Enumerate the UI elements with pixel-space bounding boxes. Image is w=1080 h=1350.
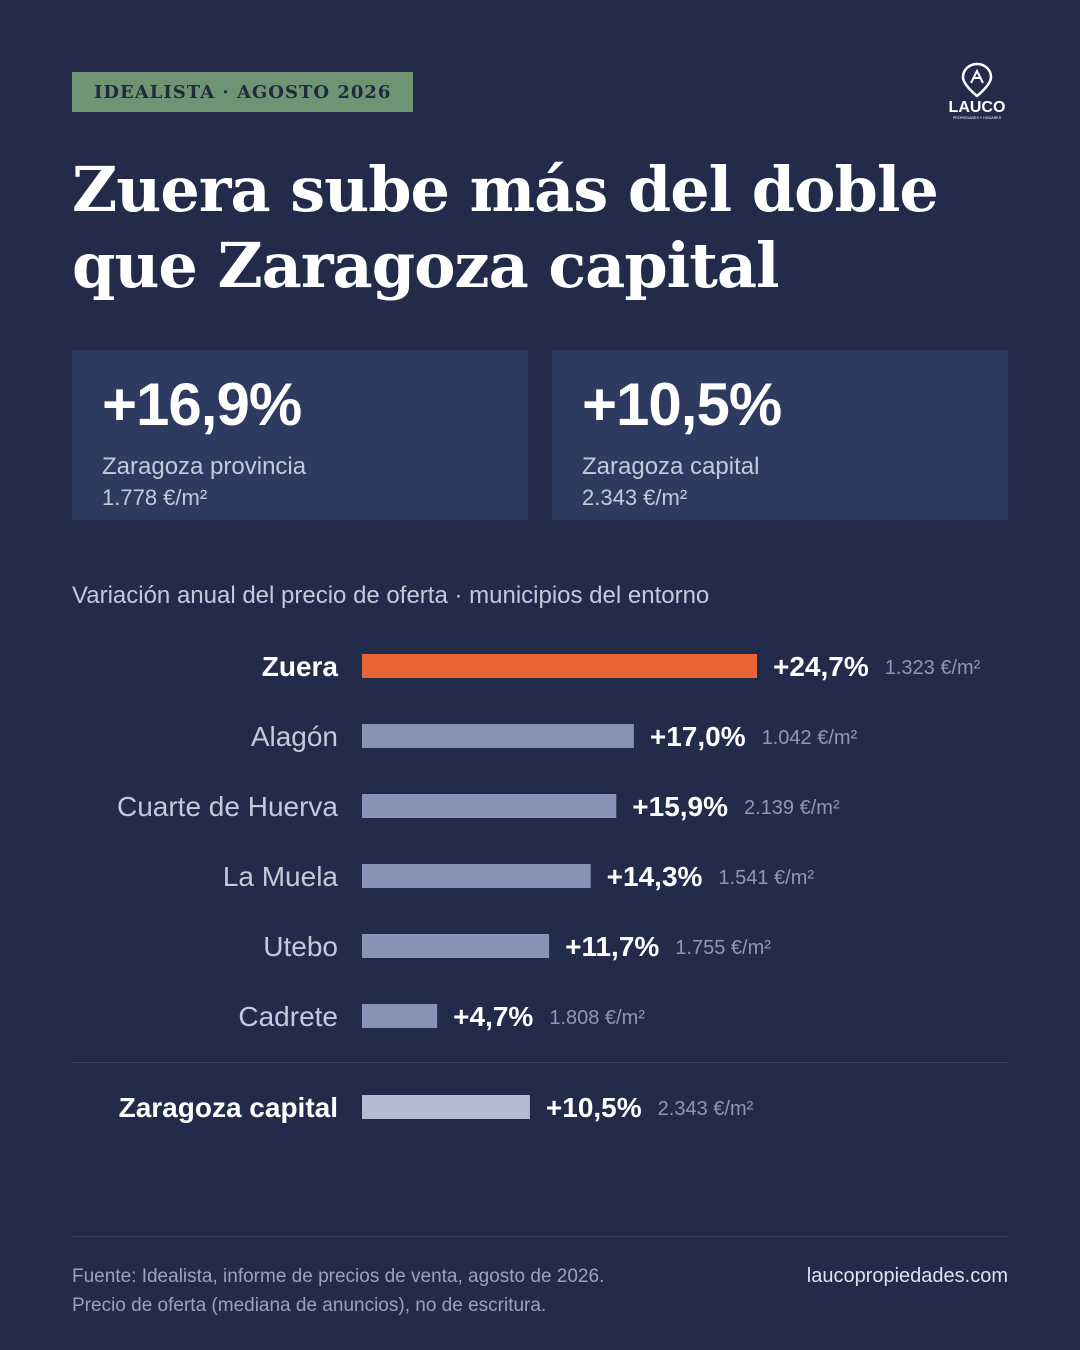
website-link[interactable]: laucopropiedades.com xyxy=(806,1265,1008,1287)
category-label: Zuera xyxy=(262,651,339,682)
source-text: Fuente: Idealista, informe de precios de… xyxy=(72,1266,605,1287)
category-label: La Muela xyxy=(223,861,339,892)
stat-price: 2.343 €/m² xyxy=(582,485,688,510)
price-label: 1.323 €/m² xyxy=(885,657,981,679)
lauco-logo: LAUCO PROPIEDADES Y HOGARES xyxy=(949,62,1006,120)
bar xyxy=(362,1004,438,1028)
bar xyxy=(362,1095,530,1119)
stat-price: 1.778 €/m² xyxy=(102,485,208,510)
bar xyxy=(362,864,591,888)
price-label: 1.541 €/m² xyxy=(718,867,814,889)
stat-value: +10,5% xyxy=(582,371,782,438)
price-label: 1.755 €/m² xyxy=(675,937,771,959)
value-label: +14,3% xyxy=(607,861,703,892)
value-label: +17,0% xyxy=(650,721,746,752)
stat-label: Zaragoza capital xyxy=(582,453,760,480)
bar xyxy=(362,654,757,678)
stat-value: +16,9% xyxy=(102,371,302,438)
price-label: 2.139 €/m² xyxy=(744,797,840,819)
price-label: 2.343 €/m² xyxy=(658,1098,754,1120)
bar xyxy=(362,934,550,958)
category-label: Alagón xyxy=(251,721,338,752)
value-label: +24,7% xyxy=(773,651,869,682)
logo-subtitle: PROPIEDADES Y HOGARES xyxy=(953,116,1002,120)
price-label: 1.042 €/m² xyxy=(762,727,858,749)
bar xyxy=(362,794,617,818)
chart-subtitle: Variación anual del precio de oferta · m… xyxy=(72,582,710,609)
value-label: +10,5% xyxy=(546,1092,642,1123)
footer-source: Fuente: Idealista, informe de precios de… xyxy=(72,1262,604,1320)
value-label: +11,7% xyxy=(565,931,659,962)
title-line-2: que Zaragoza capital xyxy=(72,229,780,302)
location-pin-icon xyxy=(961,62,993,98)
category-label: Zaragoza capital xyxy=(119,1092,338,1123)
divider-footer xyxy=(72,1236,1008,1237)
bar-chart: Zuera +24,7% 1.323 €/m² Alagón +17,0% 1.042 €… xyxy=(117,651,981,1123)
value-label: +15,9% xyxy=(632,791,728,822)
divider-chart xyxy=(72,1062,1008,1063)
title-line-1: Zuera sube más del doble xyxy=(72,153,939,226)
stat-card-provincia: +16,9% Zaragoza provincia 1.778 €/m² xyxy=(72,350,528,520)
stat-card-capital: +10,5% Zaragoza capital 2.343 €/m² xyxy=(552,350,1008,520)
source-tag: IDEALISTA · AGOSTO 2026 xyxy=(72,72,414,112)
category-label: Utebo xyxy=(263,931,338,962)
value-label: +4,7% xyxy=(453,1001,533,1032)
category-label: Cadrete xyxy=(238,1001,338,1032)
note-text: Precio de oferta (mediana de anuncios), … xyxy=(72,1295,547,1316)
logo-name: LAUCO xyxy=(949,99,1006,116)
stat-label: Zaragoza provincia xyxy=(102,453,307,480)
bar xyxy=(362,724,634,748)
category-label: Cuarte de Huerva xyxy=(117,791,338,822)
page-title: Zuera sube más del doble que Zaragoza ca… xyxy=(72,152,1032,304)
price-label: 1.808 €/m² xyxy=(549,1007,645,1029)
